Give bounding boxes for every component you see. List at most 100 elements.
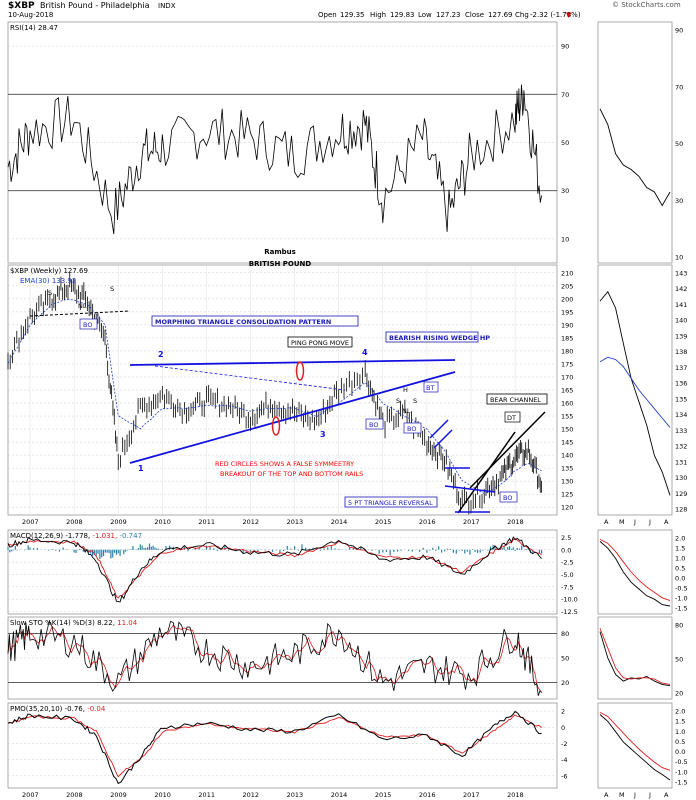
- wedge-box: [385, 331, 479, 343]
- rsi-mini-tick-1: 70: [675, 83, 683, 91]
- pingpong-box: [287, 336, 353, 348]
- ema-mini-line: [599, 356, 671, 428]
- x-year-label-0: 2007: [22, 518, 39, 526]
- pmo-panel-frame: [7, 702, 558, 789]
- dt-box: [504, 411, 521, 423]
- triangle-top-rail: [129, 359, 456, 366]
- x-year-label-bottom-8: 2015: [375, 791, 392, 799]
- price-mini-tick-1: 142: [675, 285, 687, 293]
- pmo-legend-signal: -0.04: [87, 705, 106, 713]
- pmo-legend-value: -0.76,: [65, 705, 85, 713]
- pmo-mini-tick-5: -0.5: [675, 758, 688, 766]
- symbol: $XBP: [8, 1, 35, 11]
- chart-header: $XBP British Pound - Philadelphia INDX 1…: [0, 0, 696, 22]
- macd-line: [7, 536, 542, 603]
- price-tick-9: 165: [561, 387, 573, 395]
- bo-label-2: BO: [369, 421, 378, 429]
- sto-mini-line: [599, 631, 671, 687]
- price-mini-tick-7: 136: [675, 380, 687, 388]
- exchange: INDX: [158, 2, 176, 10]
- x-year-label-bottom-11: 2018: [507, 791, 524, 799]
- price-legend: $XBP (Weekly) 127.69: [10, 267, 88, 275]
- pmo-tick-3: -4: [561, 756, 567, 764]
- macd-tick-3: -5.0: [561, 571, 574, 579]
- pmo-mini-tick-7: -1.5: [675, 779, 688, 787]
- macd-tick-2: -2.5: [561, 559, 574, 567]
- macd-mini-tick-0: 2.0: [675, 535, 685, 543]
- macd-tick-6: -12.5: [561, 608, 578, 616]
- bear-channel-upper: [469, 411, 546, 489]
- pmo-legend: PMO(35,20,10) -0.76, -0.04: [10, 705, 106, 713]
- price-mini-line: [599, 290, 671, 496]
- flag-line-1: [429, 419, 449, 439]
- bo-box-3: [403, 422, 422, 434]
- mini-month-label-4: A: [664, 518, 669, 526]
- price-mini-tick-11: 132: [675, 443, 687, 451]
- rsi-tick-3: 30: [561, 187, 569, 195]
- rsi-tick-0: 90: [561, 43, 569, 51]
- price-tick-7: 175: [561, 360, 573, 368]
- red-circles-note-2: BREAKOUT OF THE TOP AND BOTTOM RAILS: [220, 470, 363, 478]
- point-2: 2: [158, 350, 164, 359]
- triangle-bottom-rail: [129, 371, 456, 464]
- pmo-legend-name: PMO(35,20,10): [10, 705, 63, 713]
- annotations: MORPHING TRIANGLE CONSOLIDATION PATTERN …: [48, 285, 548, 508]
- x-year-label-bottom-0: 2007: [22, 791, 39, 799]
- macd-mini-frame: [597, 529, 673, 615]
- sto-mini-tick-0: 80: [675, 622, 683, 630]
- price-tick-3: 195: [561, 308, 573, 316]
- macd-legend-hist: -0.747: [119, 532, 142, 540]
- bo-box-4: [499, 491, 518, 503]
- red-circle-bottom: [271, 416, 281, 436]
- pmo-mini-line: [599, 714, 671, 781]
- rsi-mini-frame: [597, 21, 673, 264]
- rsi-legend: RSI(14) 28.47: [10, 24, 58, 32]
- chg-label: Chg: [515, 11, 529, 19]
- shoulder-right-2: S: [413, 397, 417, 405]
- open-label: Open: [318, 11, 337, 19]
- pmo-mini-tick-6: -1.0: [675, 768, 688, 776]
- price-tick-11: 155: [561, 413, 573, 421]
- x-year-label-bottom-9: 2016: [419, 791, 436, 799]
- macd-legend-signal: -1.031,: [92, 532, 117, 540]
- pmo-mini-tick-0: 2.0: [675, 708, 685, 716]
- bear-channel-lower: [457, 431, 516, 514]
- rsi-mini-tick-4: 10: [675, 254, 683, 262]
- morphing-box: [151, 315, 359, 327]
- price-mini-tick-15: 128: [675, 506, 687, 514]
- sto-d-line: [7, 624, 542, 694]
- x-year-label-7: 2014: [331, 518, 348, 526]
- chg-value: -2.32 (-1.78%): [530, 11, 581, 19]
- x-year-label-bottom-7: 2014: [331, 791, 348, 799]
- bo-label-1: BO: [83, 321, 92, 329]
- rsi-title-line1: Rambus: [264, 248, 296, 256]
- pmo-tick-4: -6: [561, 772, 567, 780]
- price-tick-14: 140: [561, 452, 573, 460]
- price-tick-6: 180: [561, 347, 573, 355]
- ema-legend: EMA(30) 133.92: [20, 277, 76, 285]
- red-circles-note-1: RED CIRCLES SHOWS A FALSE SYMMEETRY: [215, 460, 354, 468]
- red-circle-top: [295, 361, 305, 381]
- bo-label-3: BO: [407, 425, 416, 433]
- sto-d-mini-line: [599, 628, 671, 685]
- sto-tick-0: 80: [561, 630, 569, 638]
- pmo-tick-1: 0: [561, 724, 565, 732]
- shoulder-right-1: S: [110, 285, 114, 293]
- price-mini-tick-9: 134: [675, 411, 687, 419]
- x-year-label-2: 2009: [110, 518, 127, 526]
- pmo-line: [7, 710, 542, 785]
- sto-k-line: [7, 619, 542, 696]
- rsi-tick-1: 70: [561, 91, 569, 99]
- price-tick-18: 120: [561, 504, 573, 512]
- mini-month-label-bottom-2: J: [633, 791, 636, 799]
- macd-legend-name: MACD(12,26,9): [10, 532, 63, 540]
- x-year-label-bottom-3: 2010: [154, 791, 171, 799]
- mini-month-label-bottom-4: A: [664, 791, 669, 799]
- macd-mini-tick-6: -1.0: [675, 595, 688, 603]
- bo-box-1: [79, 318, 98, 330]
- price-tick-1: 205: [561, 282, 573, 290]
- morphing-label: MORPHING TRIANGLE CONSOLIDATION PATTERN: [155, 318, 331, 326]
- five-pt-box: [344, 496, 438, 508]
- x-year-label-6: 2013: [287, 518, 304, 526]
- x-year-label-bottom-10: 2017: [463, 791, 480, 799]
